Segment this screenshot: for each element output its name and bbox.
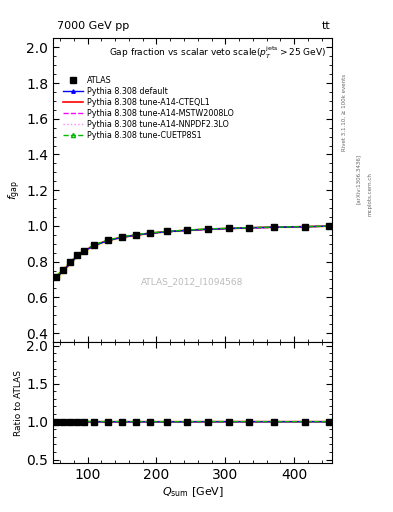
Text: Rivet 3.1.10, ≥ 100k events: Rivet 3.1.10, ≥ 100k events (342, 74, 347, 151)
Text: [arXiv:1306.3436]: [arXiv:1306.3436] (356, 154, 361, 204)
Text: tt: tt (321, 20, 330, 31)
X-axis label: $Q_{\rm sum}$ [GeV]: $Q_{\rm sum}$ [GeV] (162, 485, 224, 499)
Y-axis label: Ratio to ATLAS: Ratio to ATLAS (15, 370, 24, 436)
Text: Gap fraction vs scalar veto scale($p_T^{\rm jets}>$25 GeV): Gap fraction vs scalar veto scale($p_T^{… (109, 45, 327, 61)
Text: 7000 GeV pp: 7000 GeV pp (57, 20, 129, 31)
Text: ATLAS_2012_I1094568: ATLAS_2012_I1094568 (141, 276, 244, 286)
Legend: ATLAS, Pythia 8.308 default, Pythia 8.308 tune-A14-CTEQL1, Pythia 8.308 tune-A14: ATLAS, Pythia 8.308 default, Pythia 8.30… (60, 73, 237, 143)
Y-axis label: $f_{\rm gap}$: $f_{\rm gap}$ (7, 180, 23, 200)
Text: mcplots.cern.ch: mcplots.cern.ch (367, 173, 373, 217)
